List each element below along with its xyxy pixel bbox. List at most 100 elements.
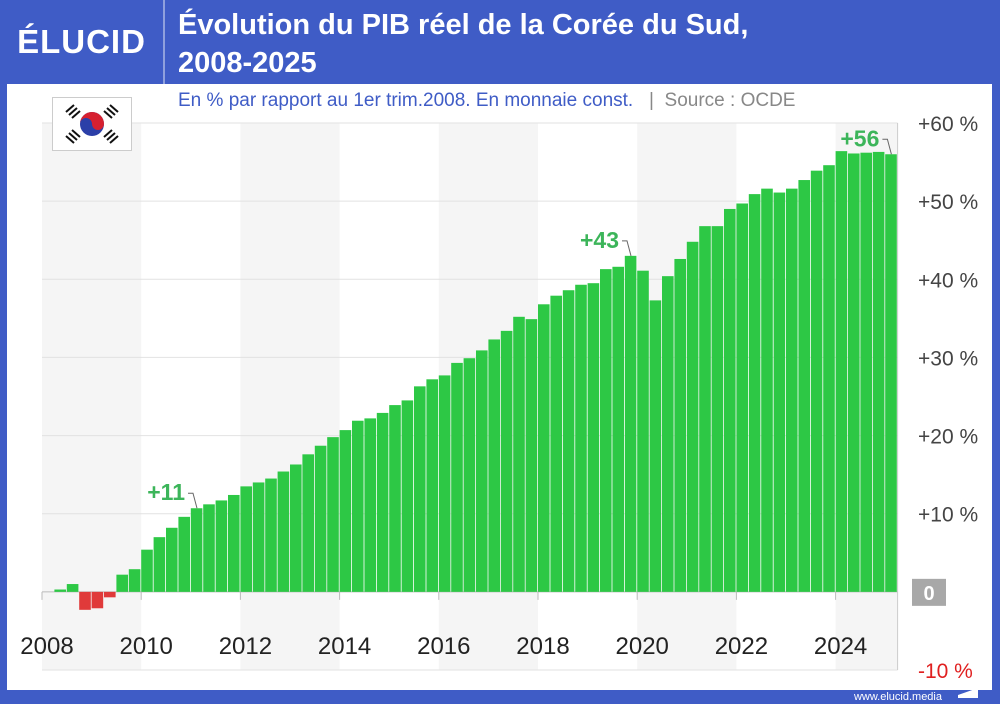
bar (686, 241, 699, 592)
bar (624, 255, 637, 592)
title-line-2: 2008-2025 (178, 47, 317, 79)
x-tick-label: 2024 (814, 633, 867, 660)
bar (860, 152, 872, 592)
bar (190, 508, 203, 592)
y-tick-label: +20 % (918, 426, 978, 449)
bar (79, 591, 91, 610)
bar (724, 208, 736, 592)
footer-url[interactable]: www.elucid.media (853, 691, 942, 703)
bar (550, 295, 562, 592)
subtitle-text: En % par rapport au 1er trim.2008. En mo… (178, 90, 634, 111)
bar (451, 362, 463, 592)
bar (178, 516, 190, 592)
x-tick-label: 2010 (120, 633, 173, 660)
bar (277, 471, 290, 592)
x-tick-label: 2022 (715, 633, 768, 660)
bar (476, 350, 488, 592)
bar (54, 589, 66, 592)
y-tick-label: +60 % (918, 113, 978, 136)
y-tick-label: -10 % (918, 660, 973, 683)
y-tick-label: +50 % (918, 191, 978, 214)
x-tick-label: 2014 (318, 633, 371, 660)
bar (711, 226, 724, 592)
bar (810, 170, 823, 592)
source-text: Source : OCDE (664, 90, 796, 111)
bar (736, 203, 748, 592)
bar (612, 266, 624, 592)
bar (426, 379, 438, 592)
header-divider (163, 0, 165, 84)
subtitle-separator: | (649, 90, 654, 111)
bar (649, 300, 662, 592)
bar (885, 154, 897, 592)
y-tick-label: 0 (923, 583, 934, 605)
bar (798, 180, 810, 592)
y-tick-label: +30 % (918, 347, 978, 370)
bar (786, 188, 798, 592)
bar (761, 188, 773, 592)
bar (389, 405, 401, 592)
bar (265, 478, 277, 592)
bar (104, 591, 116, 598)
bar (500, 330, 513, 592)
bar (587, 283, 600, 592)
bar (674, 258, 686, 592)
bar (438, 375, 451, 592)
bar (327, 437, 339, 592)
annotation-leader (188, 492, 198, 509)
bar (364, 418, 376, 592)
x-tick-label: 2008 (20, 633, 73, 660)
bar (91, 591, 104, 609)
bar (872, 151, 885, 592)
bar (699, 226, 711, 592)
bar (128, 569, 141, 592)
bar (835, 151, 848, 592)
bar (339, 430, 352, 592)
annotation-label: +56 (840, 125, 879, 151)
elucid-logo: ÉLUCID (17, 23, 146, 60)
bar (352, 420, 364, 592)
bar (538, 304, 550, 592)
bar (203, 504, 215, 592)
bar (575, 284, 587, 592)
bar (252, 482, 265, 592)
annotation-label: +43 (580, 227, 619, 253)
bar (228, 494, 240, 592)
y-tick-label: +40 % (918, 269, 978, 292)
bar (823, 165, 835, 592)
bar (525, 319, 538, 592)
bar (66, 584, 79, 592)
x-tick-label: 2018 (516, 633, 569, 660)
bar (748, 194, 761, 592)
zero-label-box (912, 578, 946, 606)
bar (637, 270, 649, 592)
title-line-1: Évolution du PIB réel de la Corée du Sud… (178, 9, 749, 41)
bar (314, 445, 327, 592)
bar (513, 316, 525, 592)
annotation-label: +11 (147, 479, 185, 505)
bar (463, 358, 476, 592)
bar (153, 537, 166, 592)
south-korea-flag-icon (52, 97, 132, 151)
bar (488, 339, 500, 592)
bar (215, 500, 228, 592)
bar (376, 412, 389, 592)
annotation-leader (622, 240, 632, 256)
bar (414, 386, 426, 592)
bar (600, 269, 612, 592)
bar (141, 549, 153, 592)
chart-title: Évolution du PIB réel de la Corée du Sud… (178, 6, 978, 82)
bar (562, 290, 575, 592)
bar (302, 454, 314, 592)
y-tick-label: +10 % (918, 504, 978, 527)
bar (116, 574, 128, 592)
x-tick-label: 2012 (219, 633, 272, 660)
bar (240, 486, 252, 592)
chart-subtitle: En % par rapport au 1er trim.2008. En mo… (178, 90, 795, 112)
bar (662, 276, 674, 592)
elucid-mark-icon (958, 688, 978, 698)
bar (848, 153, 860, 592)
bar (401, 400, 414, 592)
bar (773, 192, 786, 592)
